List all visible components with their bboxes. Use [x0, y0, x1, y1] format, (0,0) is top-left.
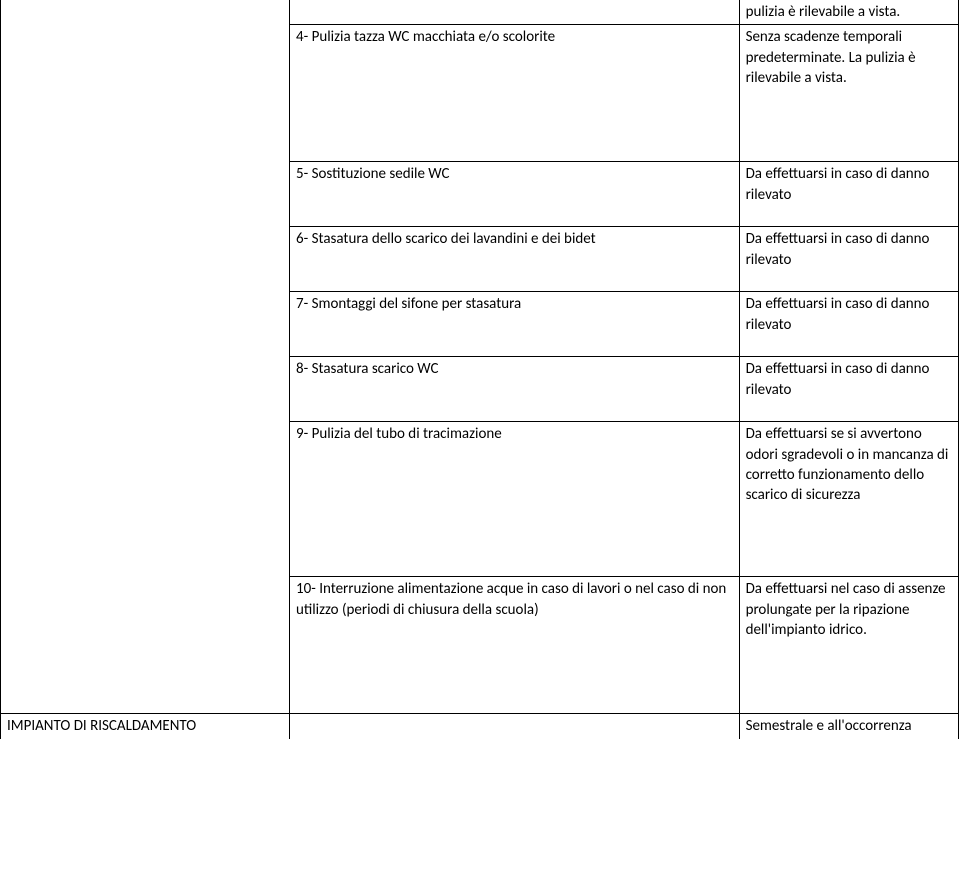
cell-activity: 10- Interruzione alimentazione acque in …	[290, 577, 740, 714]
cell-frequency: Da effettuarsi in caso di danno rilevato	[739, 227, 958, 292]
cell-frequency: Da effettuarsi in caso di danno rilevato	[739, 292, 958, 357]
cell-category	[1, 292, 290, 357]
cell-activity: 9- Pulizia del tubo di tracimazione	[290, 422, 740, 577]
cell-category	[1, 422, 290, 577]
table-row: 6- Stasatura dello scarico dei lavandini…	[1, 227, 959, 292]
cell-category	[1, 577, 290, 714]
cell-category	[1, 162, 290, 227]
cell-activity: 4- Pulizia tazza WC macchiata e/o scolor…	[290, 25, 740, 162]
cell-activity: 5- Sostituzione sedile WC	[290, 162, 740, 227]
table-row: 8- Stasatura scarico WC Da effettuarsi i…	[1, 357, 959, 422]
cell-activity	[290, 0, 740, 25]
table-row: 5- Sostituzione sedile WC Da effettuarsi…	[1, 162, 959, 227]
cell-category: IMPIANTO DI RISCALDAMENTO	[1, 714, 290, 739]
table-row: 10- Interruzione alimentazione acque in …	[1, 577, 959, 714]
cell-frequency: pulizia è rilevabile a vista.	[739, 0, 958, 25]
cell-frequency: Senza scadenze temporali predeterminate.…	[739, 25, 958, 162]
cell-frequency: Da effettuarsi se si avvertono odori sgr…	[739, 422, 958, 577]
table-row: 4- Pulizia tazza WC macchiata e/o scolor…	[1, 25, 959, 162]
cell-frequency: Da effettuarsi nel caso di assenze prolu…	[739, 577, 958, 714]
table-row: IMPIANTO DI RISCALDAMENTO Semestrale e a…	[1, 714, 959, 739]
cell-category	[1, 0, 290, 25]
cell-activity: 7- Smontaggi del sifone per stasatura	[290, 292, 740, 357]
cell-frequency: Da effettuarsi in caso di danno rilevato	[739, 357, 958, 422]
cell-activity: 6- Stasatura dello scarico dei lavandini…	[290, 227, 740, 292]
cell-category	[1, 227, 290, 292]
cell-frequency: Semestrale e all'occorrenza	[739, 714, 958, 739]
table-row: pulizia è rilevabile a vista.	[1, 0, 959, 25]
cell-category	[1, 25, 290, 162]
cell-activity: 8- Stasatura scarico WC	[290, 357, 740, 422]
table-row: 9- Pulizia del tubo di tracimazione Da e…	[1, 422, 959, 577]
maintenance-table: pulizia è rilevabile a vista. 4- Pulizia…	[0, 0, 959, 739]
cell-frequency: Da effettuarsi in caso di danno rilevato	[739, 162, 958, 227]
cell-category	[1, 357, 290, 422]
cell-activity	[290, 714, 740, 739]
table-row: 7- Smontaggi del sifone per stasatura Da…	[1, 292, 959, 357]
